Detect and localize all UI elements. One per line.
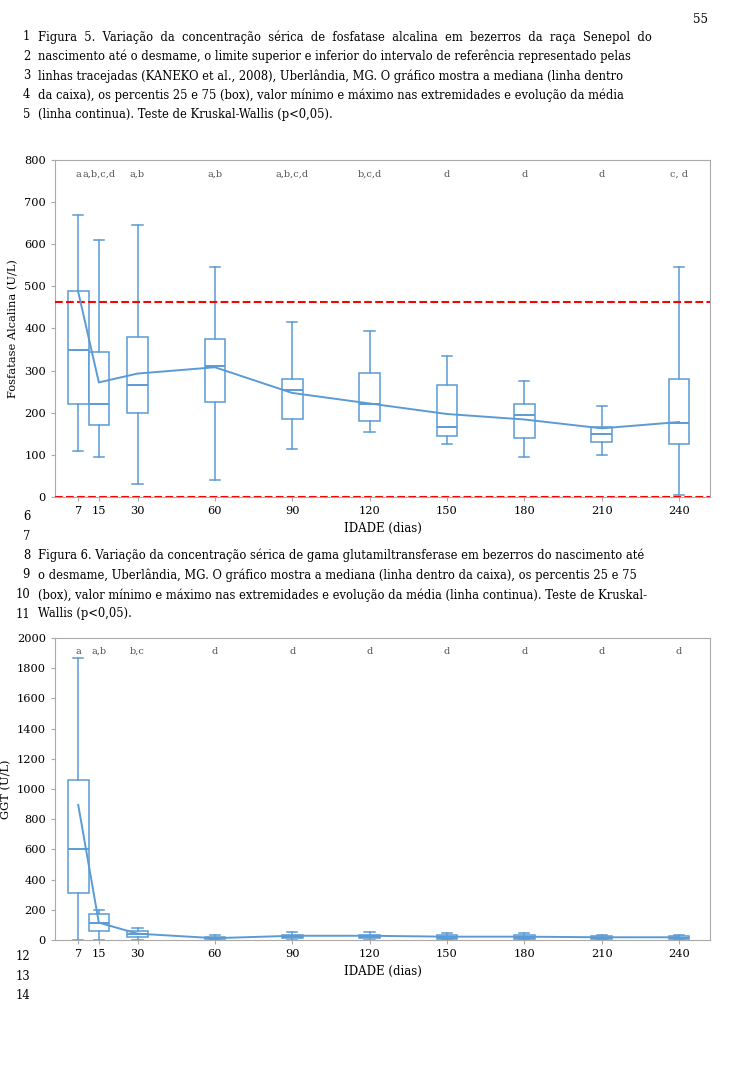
Text: d: d <box>599 647 605 657</box>
Text: 1: 1 <box>23 30 30 43</box>
Text: 6: 6 <box>23 510 30 523</box>
Text: a,b,c,d: a,b,c,d <box>276 170 309 179</box>
Text: d: d <box>289 647 296 657</box>
Text: a,b,c,d: a,b,c,d <box>82 170 115 179</box>
Text: Wallis (p<0,05).: Wallis (p<0,05). <box>38 608 132 621</box>
Text: Figura  5.  Variação  da  concentração  sérica  de  fosfatase  alcalina  em  bez: Figura 5. Variação da concentração séric… <box>38 30 652 43</box>
PathPatch shape <box>437 385 457 436</box>
Text: da caixa), os percentis 25 e 75 (box), valor mínimo e máximo nas extremidades e : da caixa), os percentis 25 e 75 (box), v… <box>38 88 624 102</box>
Text: d: d <box>444 170 450 179</box>
Text: 13: 13 <box>15 969 30 982</box>
PathPatch shape <box>68 780 88 894</box>
PathPatch shape <box>437 936 457 939</box>
Text: (linha continua). Teste de Kruskal-Wallis (p<0,05).: (linha continua). Teste de Kruskal-Walli… <box>38 108 333 121</box>
PathPatch shape <box>669 379 689 444</box>
Text: b,c,d: b,c,d <box>358 170 382 179</box>
Text: 10: 10 <box>15 588 30 602</box>
PathPatch shape <box>282 935 302 939</box>
PathPatch shape <box>127 337 148 413</box>
PathPatch shape <box>68 291 88 404</box>
Text: d: d <box>521 647 528 657</box>
PathPatch shape <box>514 936 534 939</box>
Text: 7: 7 <box>23 529 30 542</box>
Text: d: d <box>366 647 373 657</box>
Text: c, d: c, d <box>670 170 688 179</box>
Text: nascimento até o desmame, o limite superior e inferior do intervalo de referênci: nascimento até o desmame, o limite super… <box>38 50 631 63</box>
Text: a,b: a,b <box>91 647 107 657</box>
PathPatch shape <box>88 351 110 426</box>
PathPatch shape <box>591 936 612 939</box>
Text: Figura 6. Variação da concentração sérica de gama glutamiltransferase em bezerro: Figura 6. Variação da concentração séric… <box>38 549 645 563</box>
Text: 12: 12 <box>15 950 30 963</box>
PathPatch shape <box>204 937 225 939</box>
Text: a: a <box>75 170 81 179</box>
Text: 5: 5 <box>23 108 30 121</box>
Text: d: d <box>212 647 218 657</box>
PathPatch shape <box>282 379 302 419</box>
Text: 3: 3 <box>23 69 30 82</box>
Text: d: d <box>444 647 450 657</box>
Text: a: a <box>75 647 81 657</box>
Text: linhas tracejadas (KANEKO et al., 2008), Uberlândia, MG. O gráfico mostra a medi: linhas tracejadas (KANEKO et al., 2008),… <box>38 69 623 83</box>
Y-axis label: Fosfatase Alcalina (U/L): Fosfatase Alcalina (U/L) <box>8 259 19 398</box>
Text: d: d <box>521 170 528 179</box>
PathPatch shape <box>669 936 689 939</box>
PathPatch shape <box>127 931 148 937</box>
Text: 55: 55 <box>693 13 708 26</box>
PathPatch shape <box>359 935 380 939</box>
PathPatch shape <box>359 373 380 421</box>
Text: d: d <box>676 647 682 657</box>
Text: b,c: b,c <box>130 647 145 657</box>
Text: a,b: a,b <box>130 170 145 179</box>
X-axis label: IDADE (dias): IDADE (dias) <box>344 965 421 978</box>
Text: a,b: a,b <box>207 170 223 179</box>
Text: 11: 11 <box>15 608 30 621</box>
Text: 14: 14 <box>15 989 30 1001</box>
Text: 4: 4 <box>23 88 30 101</box>
PathPatch shape <box>88 913 110 931</box>
Text: o desmame, Uberlândia, MG. O gráfico mostra a mediana (linha dentro da caixa), o: o desmame, Uberlândia, MG. O gráfico mos… <box>38 568 637 582</box>
PathPatch shape <box>204 340 225 402</box>
PathPatch shape <box>514 404 534 438</box>
X-axis label: IDADE (dias): IDADE (dias) <box>344 522 421 535</box>
PathPatch shape <box>591 428 612 442</box>
Text: 8: 8 <box>23 549 30 562</box>
Text: 2: 2 <box>23 50 30 63</box>
Text: 9: 9 <box>23 568 30 581</box>
Y-axis label: GGT (U/L): GGT (U/L) <box>1 759 12 819</box>
Text: (box), valor mínimo e máximo nas extremidades e evolução da média (linha continu: (box), valor mínimo e máximo nas extremi… <box>38 588 647 602</box>
Text: d: d <box>599 170 605 179</box>
